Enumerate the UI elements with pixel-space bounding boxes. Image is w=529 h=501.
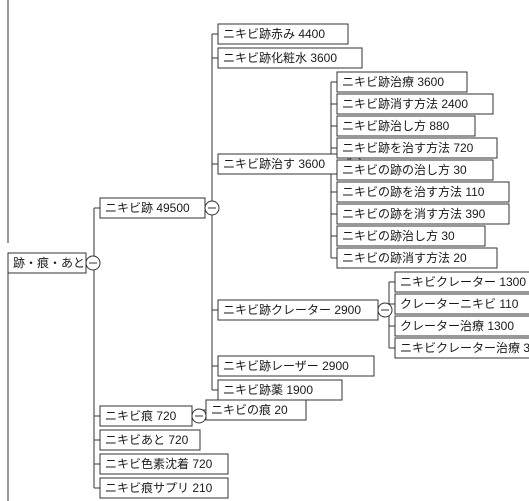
tree-node-root[interactable]: 跡・痕・あと <box>8 253 100 273</box>
tree-node-e4[interactable]: ニキビクレーター治療 320 <box>395 338 529 358</box>
tree-node-n2[interactable]: ニキビ痕 720 <box>100 406 206 426</box>
tree-node-c4[interactable]: ニキビ跡クレーター 2900 <box>218 300 392 320</box>
node-label: ニキビ跡化粧水 3600 <box>223 50 337 65</box>
node-label: ニキビ痕 720 <box>105 408 177 423</box>
tree-node-d5[interactable]: ニキビの跡の治し方 30 <box>337 160 493 180</box>
node-label: ニキビの跡消す方法 20 <box>342 250 467 265</box>
node-label: ニキビの跡治し方 30 <box>342 228 455 243</box>
tree-node-d1[interactable]: ニキビ跡治療 3600 <box>337 72 467 92</box>
node-label: クレーター治療 1300 <box>400 319 514 333</box>
collapse-toggle-icon[interactable] <box>205 201 219 215</box>
tree-node-n5[interactable]: ニキビ痕サプリ 210 <box>100 478 228 498</box>
node-label: ニキビ跡 49500 <box>105 200 190 215</box>
node-label: 跡・痕・あと <box>13 255 85 270</box>
node-label: ニキビ跡薬 1900 <box>223 382 313 397</box>
node-label: ニキビ跡消す方法 2400 <box>342 96 468 111</box>
tree-node-n4[interactable]: ニキビ色素沈着 720 <box>100 454 228 474</box>
node-label: ニキビクレーター治療 320 <box>400 341 529 355</box>
node-label: ニキビの痕 20 <box>211 402 288 417</box>
tree-node-d9[interactable]: ニキビの跡消す方法 20 <box>337 248 497 268</box>
tree-node-c1[interactable]: ニキビ跡赤み 4400 <box>218 24 348 44</box>
tree-node-e1[interactable]: ニキビクレーター 1300 <box>395 272 529 292</box>
collapse-toggle-icon[interactable] <box>86 256 100 270</box>
tree-node-d2[interactable]: ニキビ跡消す方法 2400 <box>337 94 493 114</box>
tree-node-f1[interactable]: ニキビの痕 20 <box>206 400 306 420</box>
node-label: ニキビ跡レーザー 2900 <box>223 358 349 373</box>
node-label: クレーターニキビ 110 <box>400 297 519 311</box>
mindmap-tree: 跡・痕・あと ニキビ跡 49500 ニキビ痕 720 ニキビあと 720 ニキビ色素沈着… <box>0 0 529 501</box>
tree-node-d4[interactable]: ニキビ跡を治す方法 720 <box>337 138 497 158</box>
tree-node-d7[interactable]: ニキビの跡を消す方法 390 <box>337 204 509 224</box>
tree-node-d6[interactable]: ニキビの跡を治す方法 110 <box>337 182 509 202</box>
tree-node-e3[interactable]: クレーター治療 1300 <box>395 316 529 336</box>
tree-node-c5[interactable]: ニキビ跡レーザー 2900 <box>218 356 374 376</box>
node-label: ニキビ痕サプリ 210 <box>105 480 213 495</box>
collapse-toggle-icon[interactable] <box>192 409 206 423</box>
collapse-toggle-icon[interactable] <box>378 303 392 317</box>
node-label: ニキビクレーター 1300 <box>400 275 526 289</box>
node-label: ニキビ跡クレーター 2900 <box>223 302 361 317</box>
node-label: ニキビ跡治し方 880 <box>342 118 450 133</box>
tree-node-d8[interactable]: ニキビの跡治し方 30 <box>337 226 485 246</box>
tree-node-d3[interactable]: ニキビ跡治し方 880 <box>337 116 475 136</box>
node-label: ニキビ跡を治す方法 720 <box>342 140 474 155</box>
node-label: ニキビ跡治す 3600 <box>223 156 325 171</box>
tree-node-c2[interactable]: ニキビ跡化粧水 3600 <box>218 48 362 68</box>
tree-node-c6[interactable]: ニキビ跡薬 1900 <box>218 380 342 400</box>
node-label: ニキビ色素沈着 720 <box>105 456 213 471</box>
node-label: ニキビの跡を消す方法 390 <box>342 206 486 221</box>
node-label: ニキビの跡を治す方法 110 <box>342 184 485 199</box>
node-label: ニキビの跡の治し方 30 <box>342 162 467 177</box>
tree-node-e2[interactable]: クレーターニキビ 110 <box>395 294 529 314</box>
node-label: ニキビ跡治療 3600 <box>342 74 444 89</box>
node-label: ニキビあと 720 <box>105 433 189 447</box>
tree-node-n3[interactable]: ニキビあと 720 <box>100 430 200 450</box>
node-label: ニキビ跡赤み 4400 <box>223 26 325 41</box>
tree-node-n1[interactable]: ニキビ跡 49500 <box>100 198 219 218</box>
